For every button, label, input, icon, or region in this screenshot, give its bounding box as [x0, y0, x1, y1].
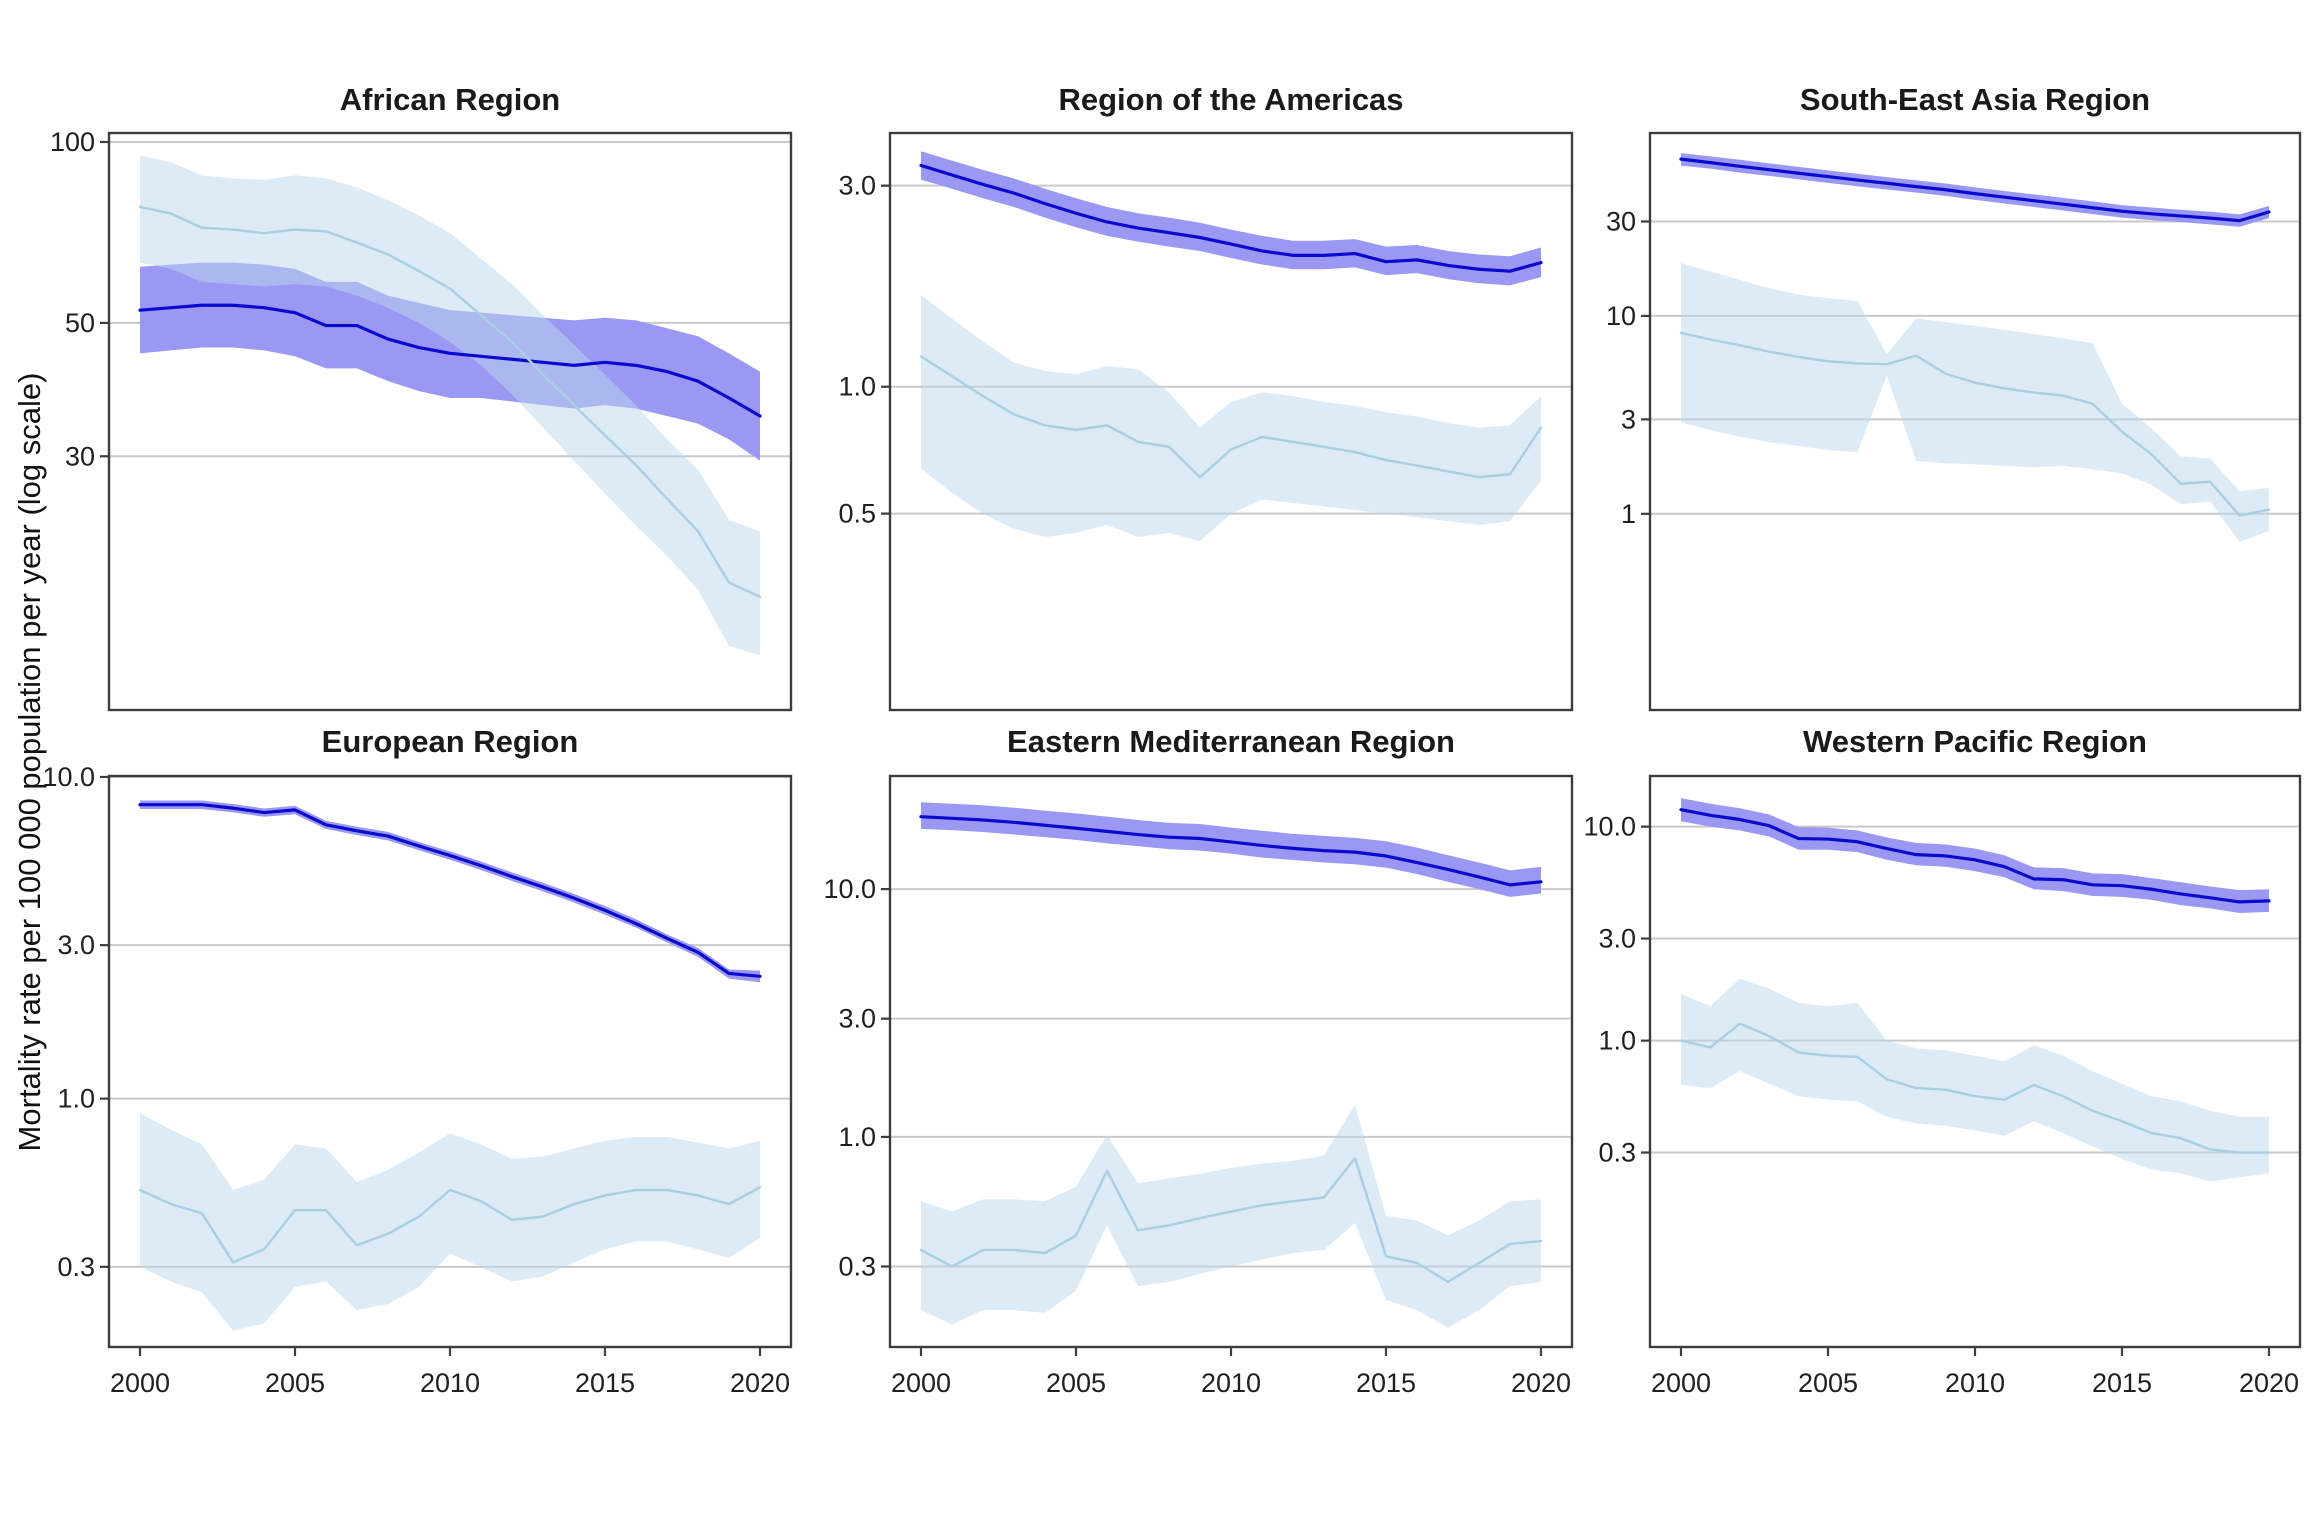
line-dark	[919, 163, 1543, 273]
y-tick-label: 30	[1606, 206, 1636, 236]
x-tick-label: 2010	[420, 1368, 480, 1398]
line-light	[1679, 331, 2271, 517]
line-light	[919, 1157, 1543, 1284]
y-tick-label: 3.0	[838, 1004, 876, 1034]
x-tick-label: 2000	[1651, 1368, 1711, 1398]
panel-border	[107, 131, 793, 712]
y-tick-label: 3.0	[838, 171, 876, 201]
line-light	[138, 205, 762, 599]
x-tick-label: 2000	[891, 1368, 951, 1398]
y-tick-label: 30	[65, 441, 95, 471]
panel-border	[888, 131, 1574, 712]
y-tick-label: 0.3	[57, 1252, 95, 1282]
x-tick-label: 2020	[730, 1368, 790, 1398]
y-tick-label: 10.0	[1583, 812, 1636, 842]
x-tick-label: 2000	[110, 1368, 170, 1398]
y-tick-label: 3.0	[1598, 924, 1636, 954]
panel-title-western-pacific-region: Western Pacific Region	[1803, 724, 2147, 759]
y-tick-label: 1.0	[57, 1084, 95, 1114]
panel-title-south-east-asia-region: South-East Asia Region	[1799, 82, 2151, 117]
y-tick-label: 1.0	[838, 372, 876, 402]
ribbon-light	[921, 1104, 1541, 1328]
ribbon-light	[1681, 263, 2269, 543]
ribbon-light	[921, 295, 1541, 542]
ribbon-dark	[1681, 153, 2269, 227]
panel-border	[1648, 131, 2302, 712]
line-light	[138, 1186, 762, 1264]
y-tick-label: 0.3	[1598, 1138, 1636, 1168]
x-tick-label: 2005	[1046, 1368, 1106, 1398]
panel-title-african-region: African Region	[339, 82, 561, 117]
x-tick-label: 2020	[2239, 1368, 2299, 1398]
x-tick-label: 2005	[1798, 1368, 1858, 1398]
line-dark	[138, 303, 762, 418]
y-tick-label: 0.3	[838, 1251, 876, 1281]
ribbon-light	[140, 155, 760, 656]
y-tick-label: 3	[1621, 404, 1636, 434]
line-dark	[138, 803, 762, 978]
panel-title-european-region: European Region	[321, 724, 579, 759]
ribbon-light	[140, 1113, 760, 1331]
ribbon-dark	[921, 151, 1541, 286]
ribbon-dark	[140, 800, 760, 983]
y-tick-label: 0.5	[838, 499, 876, 529]
x-tick-label: 2020	[1511, 1368, 1571, 1398]
line-light	[919, 355, 1543, 479]
x-tick-label: 2010	[1945, 1368, 2005, 1398]
x-tick-label: 2015	[1356, 1368, 1416, 1398]
ribbon-dark	[921, 802, 1541, 897]
y-tick-label: 1.0	[838, 1122, 876, 1152]
y-tick-label: 10.0	[42, 762, 95, 792]
line-dark	[1679, 157, 2271, 223]
line-light	[1679, 1022, 2271, 1154]
x-tick-label: 2010	[1201, 1368, 1261, 1398]
x-tick-label: 2015	[575, 1368, 635, 1398]
y-tick-label: 1.0	[1598, 1026, 1636, 1056]
x-tick-label: 2015	[2092, 1368, 2152, 1398]
y-axis-title: Mortality rate per 100 000 population pe…	[12, 372, 47, 1152]
y-tick-label: 1	[1621, 499, 1636, 529]
y-tick-label: 3.0	[57, 930, 95, 960]
panel-title-region-of-the-americas: Region of the Americas	[1058, 82, 1404, 117]
line-dark	[919, 815, 1543, 887]
y-tick-label: 50	[65, 308, 95, 338]
y-tick-label: 10	[1606, 301, 1636, 331]
ribbon-dark	[1681, 798, 2269, 913]
x-tick-label: 2005	[265, 1368, 325, 1398]
line-dark	[1679, 808, 2271, 904]
y-tick-label: 100	[50, 127, 95, 157]
panel-title-eastern-mediterranean-region: Eastern Mediterranean Region	[1007, 724, 1455, 759]
ribbon-light	[1681, 978, 2269, 1182]
y-tick-label: 10.0	[823, 874, 876, 904]
